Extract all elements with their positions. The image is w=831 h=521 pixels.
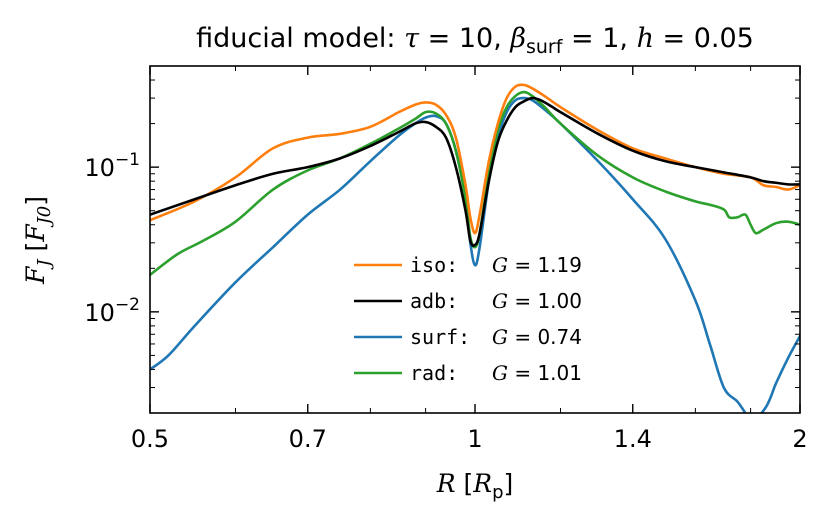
legend-value-rad: G = 1.01: [492, 361, 582, 385]
chart-title-text: fiducial model: τ = 10, βsurf = 1, h = 0…: [196, 23, 754, 58]
x-tick-label: 0.5: [131, 425, 169, 453]
chart-title: fiducial model: τ = 10, βsurf = 1, h = 0…: [196, 23, 754, 58]
x-tick-label: 0.7: [289, 425, 327, 453]
y-tick-labels: 10−1 10−2: [84, 150, 140, 327]
plot-frame: [149, 65, 801, 414]
legend-label-rad: rad:: [410, 361, 458, 385]
legend-value-iso: G = 1.19: [492, 253, 582, 277]
series-line-surf: [150, 96, 800, 413]
series-line-adb: [150, 96, 800, 247]
x-tick-label: 2: [792, 425, 807, 453]
legend-label-surf: surf:: [410, 325, 470, 349]
y-tick-label: 10−1: [84, 150, 140, 182]
x-tick-label: 1.4: [614, 425, 652, 453]
legend-label-iso: iso:: [410, 253, 458, 277]
series-line-rad: [150, 90, 800, 277]
legend: iso: G = 1.19 adb: G = 1.00 surf: G = 0.74 rad…: [354, 253, 582, 385]
y-tick-label: 10−2: [84, 295, 140, 327]
legend-value-adb: G = 1.00: [492, 289, 582, 313]
x-tick-labels: 0.5 0.7 1 1.4 2: [131, 425, 808, 453]
x-axis-label: R [Rp]: [436, 469, 514, 503]
legend-value-surf: G = 0.74: [492, 325, 582, 349]
axis-ticks: [149, 65, 801, 414]
x-tick-label: 1: [467, 425, 482, 453]
legend-label-adb: adb:: [410, 289, 458, 313]
series-layer: [150, 83, 800, 413]
y-axis-label: FJ [FJ0]: [21, 196, 55, 285]
